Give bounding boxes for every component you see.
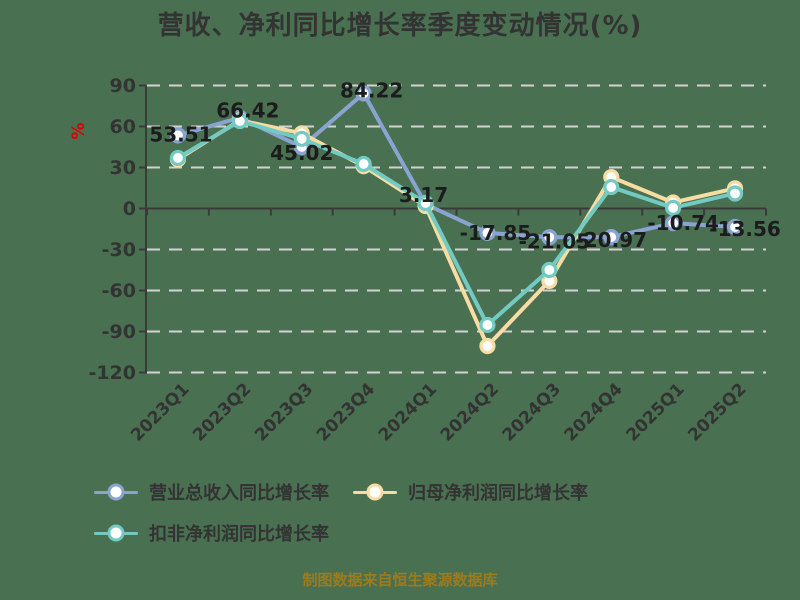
data-label: 53.51 [149,122,212,146]
legend-item-net-profit-growth[interactable]: 归母净利润同比增长率 [353,480,588,504]
data-label: -13.56 [709,217,781,241]
legend-marker-net-profit-icon [353,483,397,501]
y-tick-label: 30 [110,157,136,179]
data-point [665,215,682,232]
data-point [603,229,620,246]
legend-item-non-gaap-profit-growth[interactable]: 扣非净利润同比增长率 [94,521,329,545]
x-tick-label: 2023Q4 [313,379,379,445]
x-tick-label: 2024Q4 [561,379,627,445]
data-point [293,130,310,147]
y-axis-unit-percent: % [69,122,89,139]
data-label: 45.02 [270,141,333,165]
data-point [479,224,496,241]
data-point [541,229,558,246]
x-tick-label: 2024Q2 [437,379,503,445]
line-chart-plot: 9060300-30-60-90-1202023Q12023Q22023Q320… [69,75,781,446]
x-tick-label: 2024Q3 [499,379,565,445]
y-tick-label: -120 [88,362,136,384]
data-point [231,112,248,130]
y-tick-label: 60 [110,116,136,138]
data-point [355,155,372,173]
x-tick-label: 2025Q1 [622,379,688,445]
y-tick-label: -30 [102,239,136,261]
data-point [726,218,744,236]
data-point [726,185,744,202]
data-point [479,337,496,355]
data-point [169,149,187,167]
data-label: 66.42 [216,99,279,123]
x-tick-label: 2023Q3 [251,379,317,445]
data-point [355,85,372,102]
data-label: 84.22 [340,78,403,102]
data-label: 3.17 [399,183,448,207]
data-source-note: 制图数据来自恒生聚源数据库 [302,571,498,589]
x-tick-label: 2023Q2 [189,379,255,445]
data-label: -17.85 [460,221,532,245]
legend-label: 营业总收入同比增长率 [149,483,329,504]
data-label: -21.05 [519,229,591,253]
legend-label: 归母净利润同比增长率 [408,483,588,504]
chart-title: 营收、净利同比增长率季度变动情况(%) [157,11,643,41]
y-tick-label: -90 [102,321,136,343]
data-point [665,199,682,216]
legend-dot [107,524,125,542]
data-label: -20.97 [575,228,647,252]
legend-item-revenue-growth[interactable]: 营业总收入同比增长率 [94,480,329,504]
series-line-0 [175,91,738,240]
data-label: -10.74 [647,211,719,235]
legend-label: 扣非净利润同比增长率 [149,524,329,545]
legend-dot [366,483,384,501]
legend-dot [107,483,125,501]
data-point [169,127,187,144]
y-tick-label: 90 [110,75,136,97]
y-tick-label: -60 [102,280,136,302]
data-point [479,316,496,334]
data-point [541,261,558,279]
series-line-2 [175,119,738,327]
x-tick-label: 2025Q2 [684,379,750,445]
data-point [603,178,620,196]
y-tick-label: 0 [123,198,136,220]
legend-marker-non-gaap-icon [94,524,138,542]
x-tick-label: 2024Q1 [375,379,441,445]
x-tick-label: 2023Q1 [127,379,193,445]
data-point [417,194,434,212]
series-line-1 [175,118,738,348]
legend-marker-revenue-icon [94,483,138,501]
